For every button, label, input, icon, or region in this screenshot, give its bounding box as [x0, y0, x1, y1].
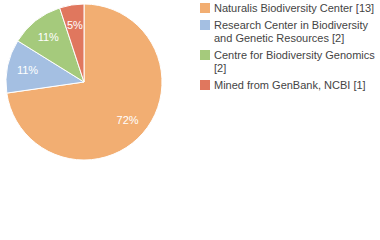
legend-line: Centre for Biodiversity Genomics — [214, 49, 375, 61]
legend-label: Centre for Biodiversity Genomics[2] — [214, 49, 375, 74]
pie-slice — [60, 4, 84, 82]
legend-line: Naturalis Biodiversity Center [13] — [214, 2, 374, 14]
data-labels: 72% 11% 11% 5% — [17, 19, 139, 126]
legend-label: Mined from GenBank, NCBI [1] — [214, 79, 366, 91]
legend-swatch — [200, 20, 210, 30]
data-label: 11% — [38, 31, 59, 43]
legend-label: Naturalis Biodiversity Center [13] — [214, 2, 374, 14]
legend-line: Research Center in Biodiversity — [214, 19, 369, 31]
legend-line: and Genetic Resources [2] — [214, 32, 344, 44]
legend-swatch — [200, 80, 210, 90]
legend-label: Research Center in Biodiversityand Genet… — [214, 19, 369, 44]
data-label: 5% — [67, 19, 83, 31]
legend: Naturalis Biodiversity Center [13] Resear… — [200, 2, 375, 91]
pie-slice — [7, 4, 162, 160]
legend-swatch — [200, 50, 210, 60]
legend-swatch — [200, 3, 210, 13]
data-label: 72% — [117, 114, 139, 126]
legend-line: [2] — [214, 62, 226, 74]
legend-line: Mined from GenBank, NCBI [1] — [214, 79, 366, 91]
chart: 72% 11% 11% 5% Naturalis Biodiversity Center… — [0, 0, 380, 240]
data-label: 11% — [17, 64, 38, 76]
pie — [6, 4, 162, 160]
chart-container: 72% 11% 11% 5% Naturalis Biodiversity Center… — [0, 0, 380, 240]
